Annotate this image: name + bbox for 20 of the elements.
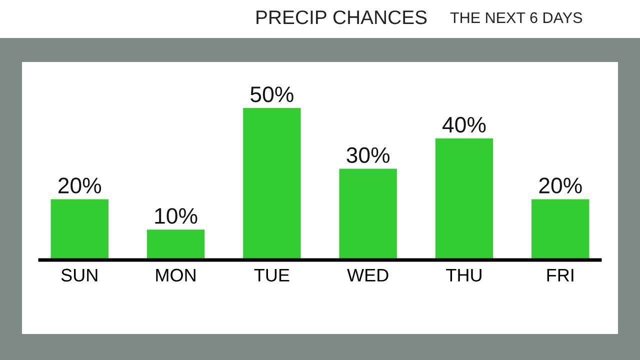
bar [532, 199, 590, 260]
x-tick-label: MON [156, 268, 196, 282]
bar [146, 230, 205, 260]
data-label: 20% [58, 178, 102, 194]
x-tick-label: SUN [61, 268, 98, 282]
chart-title: PRECIP CHANCES [256, 10, 427, 24]
x-tick-label: TUE [254, 268, 290, 282]
data-label: 50% [250, 86, 294, 102]
bar [50, 199, 108, 260]
bar [435, 138, 494, 260]
data-label: 30% [346, 147, 390, 164]
data-label: 20% [539, 178, 582, 194]
x-tick-label: WED [347, 268, 388, 282]
x-tick-label: FRI [547, 268, 574, 282]
x-tick-label: THU [446, 268, 482, 282]
bar [339, 168, 397, 260]
chart-subtitle: THE NEXT 6 DAYS [450, 12, 582, 24]
data-label: 10% [155, 208, 198, 224]
data-label: 40% [442, 116, 486, 133]
bar [243, 108, 301, 260]
